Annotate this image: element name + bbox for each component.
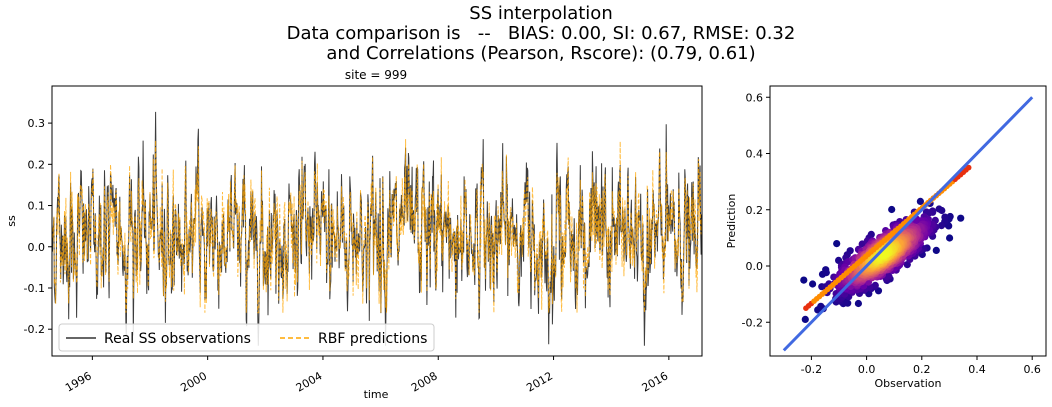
scatter-panel: -0.2 0.0 0.2 0.4 0.6 -0.2 0.0 0.2 0.4 0.6 Observ… [725,85,1047,390]
scatter-point [957,214,965,222]
scatter-x-tick-label: 0.4 [968,363,986,376]
identity-line [782,96,1034,352]
y-tick-label: 0.2 [28,158,46,171]
scatter-point [932,246,940,254]
y-tick-label: 0.1 [28,200,46,213]
title-line-2: Data comparison is -- BIAS: 0.00, SI: 0.… [286,23,796,44]
scatter-point [809,280,817,288]
scatter-point [801,315,809,323]
title-line-1: SS interpolation [469,3,613,24]
scatter-x-label: Observation [875,377,942,390]
scatter-point [817,302,825,310]
legend-label-predictions: RBF predictions [318,331,427,347]
timeseries-plot-area [51,111,703,346]
x-tick-label: 2016 [640,369,671,394]
timeseries-legend: Real SS observations RBF predictions [58,323,435,352]
timeseries-x-label: time [364,388,389,401]
scatter-point [871,281,879,289]
scatter-y-tick-label: 0.4 [746,148,764,161]
y-tick-label: 0.0 [28,241,46,254]
scatter-y-tick-label: -0.2 [742,316,763,329]
figure-title: SS interpolation Data comparison is -- B… [0,4,1052,64]
timeseries-y-ticks: -0.2 -0.1 0.0 0.1 0.2 0.3 [24,117,52,336]
scatter-points [782,96,1034,352]
scatter-point [937,222,946,230]
scatter-frame [769,85,1047,357]
scatter-point [822,269,830,277]
x-tick-label: 2004 [294,369,325,394]
scatter-y-tick-label: 0.6 [746,91,764,104]
scatter-point [833,240,841,248]
y-tick-label: -0.2 [24,323,45,336]
scatter-x-tick-label: 0.6 [1023,363,1041,376]
legend-box [58,323,435,352]
scatter-y-tick-label: 0.0 [746,260,764,273]
scatter-y-tick-label: 0.2 [746,204,764,217]
trend-point [965,164,972,171]
x-tick-label: 2000 [178,369,209,394]
timeseries-y-label: ss [5,215,18,227]
y-tick-label: -0.1 [24,282,45,295]
scatter-point [946,234,954,242]
scatter-point [925,209,934,217]
scatter-y-label: Prediction [725,194,738,249]
x-tick-label: 2008 [409,369,440,394]
timeseries-frame [51,85,703,357]
scatter-point [858,240,866,248]
scatter-point [800,276,808,284]
x-tick-label: 2012 [524,369,555,394]
legend-label-observations: Real SS observations [104,331,251,347]
scatter-x-tick-label: -0.2 [801,363,822,376]
title-line-3: and Correlations (Pearson, Rscore): (0.7… [326,43,756,64]
x-tick-label: 1996 [63,369,94,394]
scatter-point [854,299,863,308]
scatter-point [916,197,925,205]
scatter-point [941,213,949,221]
timeseries-panel: site = 999 -0.2 -0.1 0.0 0.1 0.2 0.3 1996 2000… [5,68,703,401]
scatter-x-tick-label: 0.0 [858,363,876,376]
scatter-point [888,205,896,214]
scatter-y-ticks: -0.2 0.0 0.2 0.4 0.6 [742,91,770,329]
scatter-point [935,205,943,213]
scatter-x-ticks: -0.2 0.0 0.2 0.4 0.6 [801,356,1041,376]
y-tick-label: 0.3 [28,117,46,130]
scatter-x-tick-label: 0.2 [913,363,931,376]
timeseries-title: site = 999 [345,68,407,82]
